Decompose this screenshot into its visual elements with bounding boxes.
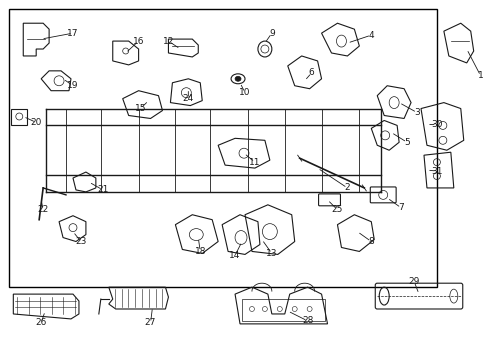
Text: 1: 1 bbox=[478, 71, 484, 80]
Ellipse shape bbox=[235, 76, 241, 81]
Text: 7: 7 bbox=[398, 203, 404, 212]
Text: 10: 10 bbox=[239, 88, 251, 97]
Text: 30: 30 bbox=[431, 120, 442, 129]
Text: 22: 22 bbox=[38, 205, 49, 214]
Text: 28: 28 bbox=[302, 316, 313, 325]
Text: 4: 4 bbox=[368, 31, 374, 40]
Text: 13: 13 bbox=[266, 249, 278, 258]
Text: 11: 11 bbox=[249, 158, 261, 167]
Text: 16: 16 bbox=[133, 37, 145, 46]
Bar bbox=[9, 9, 437, 287]
Text: 19: 19 bbox=[67, 81, 79, 90]
Text: 25: 25 bbox=[332, 205, 343, 214]
Text: 20: 20 bbox=[30, 118, 42, 127]
Text: 17: 17 bbox=[67, 29, 79, 38]
Text: 8: 8 bbox=[368, 237, 374, 246]
Text: 15: 15 bbox=[135, 104, 147, 113]
Text: 31: 31 bbox=[431, 167, 442, 176]
Text: 18: 18 bbox=[195, 247, 206, 256]
Text: 21: 21 bbox=[97, 185, 108, 194]
Text: 26: 26 bbox=[35, 318, 47, 327]
Text: 27: 27 bbox=[145, 318, 156, 327]
Text: 24: 24 bbox=[183, 94, 194, 103]
Text: 14: 14 bbox=[229, 251, 241, 260]
Text: 5: 5 bbox=[404, 138, 410, 147]
Text: 6: 6 bbox=[309, 68, 315, 77]
Text: 9: 9 bbox=[269, 29, 275, 38]
Text: 3: 3 bbox=[414, 108, 420, 117]
Text: 12: 12 bbox=[163, 37, 174, 46]
Text: 2: 2 bbox=[344, 184, 350, 193]
Text: 23: 23 bbox=[75, 237, 87, 246]
Text: 29: 29 bbox=[408, 277, 420, 286]
